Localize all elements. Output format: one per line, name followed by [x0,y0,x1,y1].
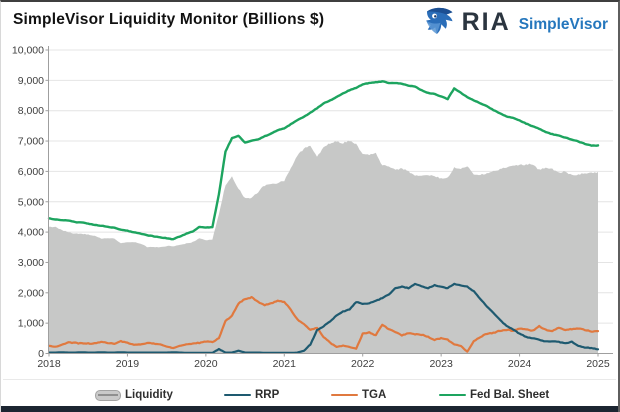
brand-product: SimpleVisor [518,16,608,33]
svg-text:2025: 2025 [586,358,610,370]
legend-label: RRP [255,389,280,401]
fed-line-swatch-icon [439,393,466,397]
ria-eagle-icon [424,7,457,37]
svg-text:10,000: 10,000 [12,45,44,57]
svg-text:2,000: 2,000 [18,287,44,299]
liquidity-swatch-icon [95,389,121,401]
liquidity-chart: 0 1,000 2,000 3,000 4,000 5,000 6,000 7,000 8,00… [12,45,613,370]
legend-item-tga: TGA [331,386,386,404]
svg-text:6,000: 6,000 [18,166,44,178]
svg-text:2020: 2020 [194,358,218,370]
svg-text:2022: 2022 [351,358,375,370]
svg-text:7,000: 7,000 [18,136,44,148]
legend-item-rrp: RRP [224,386,279,404]
legend-label: Liquidity [125,389,173,401]
chart-legend: Liquidity RRP TGA Fed Bal. Sheet [1,386,620,404]
svg-text:9,000: 9,000 [18,75,44,87]
legend-item-liquidity: Liquidity [95,386,173,404]
svg-text:8,000: 8,000 [18,105,44,117]
svg-text:2024: 2024 [508,358,532,370]
svg-text:2023: 2023 [429,358,453,370]
svg-text:3,000: 3,000 [18,257,44,269]
brand-logo: RIA SimpleVisor [424,7,608,37]
svg-text:5,000: 5,000 [18,196,44,208]
page-title: SimpleVisor Liquidity Monitor (Billions … [13,11,325,28]
tga-line-swatch-icon [331,393,358,397]
legend-divider [3,379,616,380]
rrp-line-swatch-icon [224,393,251,397]
svg-text:0: 0 [38,348,44,360]
svg-text:2018: 2018 [37,358,61,370]
brand-name: RIA [461,7,511,36]
legend-item-fed-bal-sheet: Fed Bal. Sheet [439,386,549,404]
bottom-bar [1,406,618,412]
svg-text:1,000: 1,000 [18,318,44,330]
svg-text:2019: 2019 [116,358,140,370]
svg-text:2021: 2021 [273,358,297,370]
legend-label: Fed Bal. Sheet [470,389,550,401]
svg-text:4,000: 4,000 [18,227,44,239]
legend-label: TGA [362,389,387,401]
